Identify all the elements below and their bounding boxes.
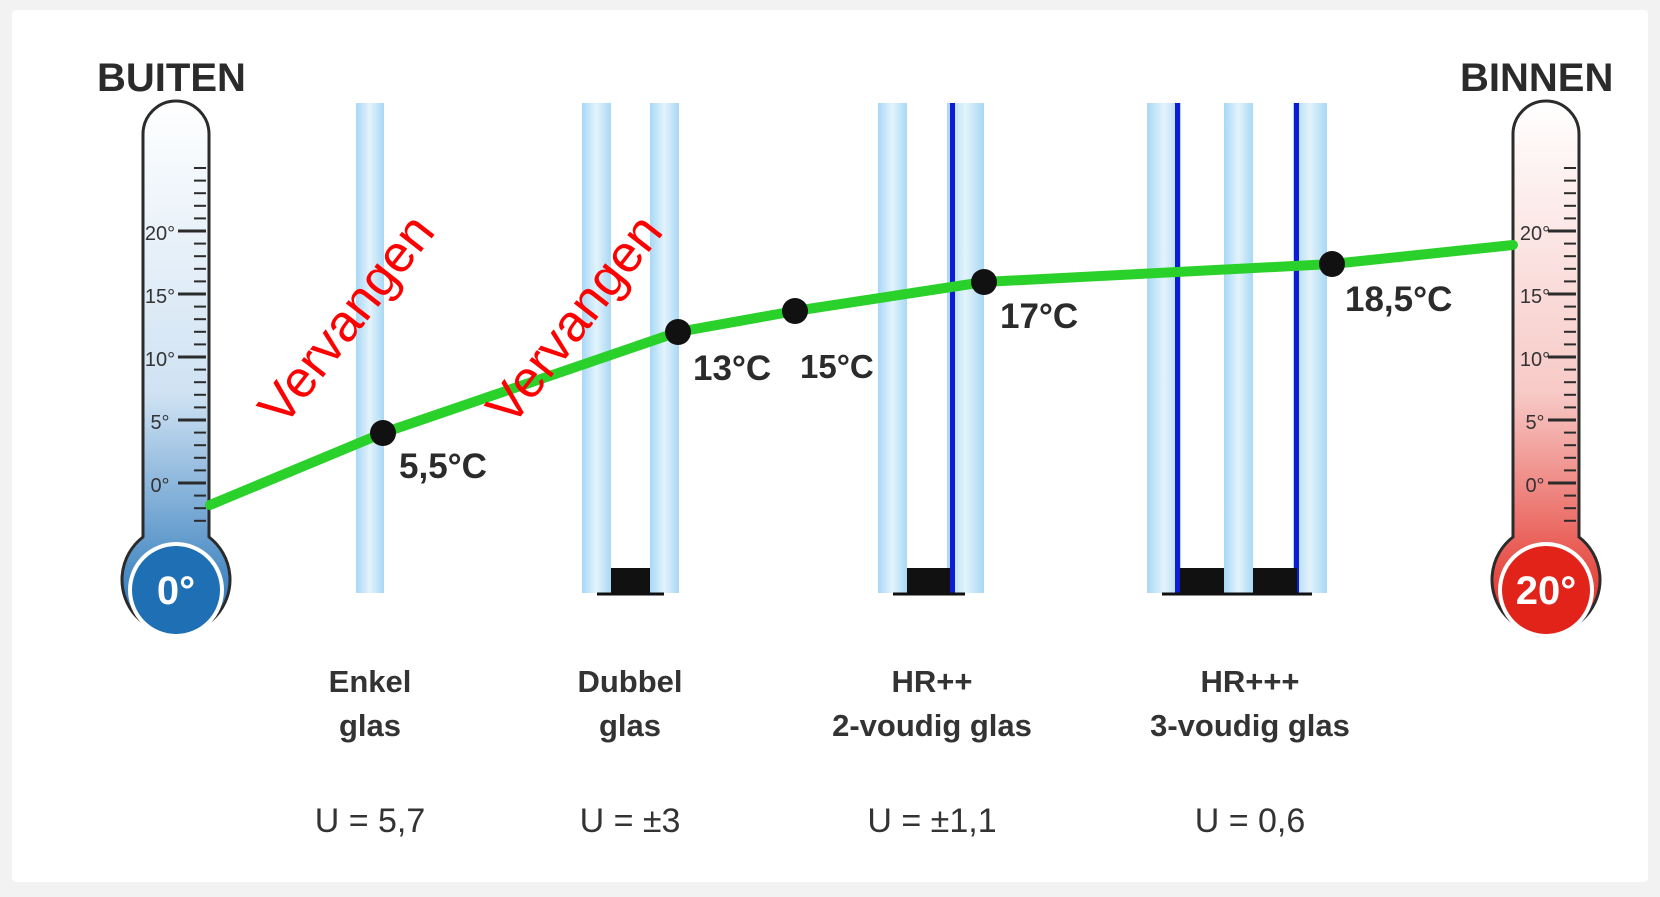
- tick-label: 5°: [150, 412, 169, 434]
- replace-annotation: Vervangen: [247, 204, 446, 436]
- thermometer-bulb: [1498, 542, 1594, 638]
- outside-thermometer: 0° 20° 15° 10° 5° 0°: [120, 99, 232, 638]
- tick-label: 20°: [1520, 223, 1550, 245]
- temp-label: 15°C: [800, 348, 874, 385]
- spacer: [611, 568, 650, 593]
- tick-label: 10°: [145, 349, 175, 371]
- glass-type-subname: glas: [598, 708, 662, 743]
- single-glass-pane: [356, 103, 384, 593]
- inside-reading: 20°: [1516, 569, 1577, 613]
- u-value: U = 5,7: [314, 802, 426, 840]
- glass-type-label: Dubbel glas: [490, 660, 770, 748]
- inside-thermometer: 20° 20° 15° 10° 5° 0°: [1490, 99, 1602, 638]
- glass-type-subname: glas: [338, 708, 402, 743]
- glass-type-name: HR++: [891, 664, 973, 699]
- temp-point-marker: [1319, 251, 1345, 277]
- glass-pane: [582, 103, 611, 593]
- tick-label: 15°: [145, 286, 175, 308]
- spacer: [1253, 568, 1297, 593]
- temp-label: 17°C: [1000, 297, 1078, 336]
- glass-type-name: HR+++: [1200, 664, 1300, 699]
- glass-type-name: Dubbel: [577, 664, 683, 699]
- tick-label: 20°: [145, 223, 175, 245]
- coating-line: [1175, 103, 1180, 593]
- thermometer-scale: [1548, 167, 1576, 522]
- glass-type-name: Enkel: [328, 664, 412, 699]
- glass-pane: [878, 103, 907, 593]
- outside-reading: 0°: [157, 569, 195, 613]
- temp-point-marker: [665, 319, 691, 345]
- glass-pane: [356, 103, 384, 593]
- glass-type-label: HR++ 2-voudig glas: [792, 660, 1072, 748]
- temp-label: 13°C: [693, 349, 771, 388]
- coating-line: [1294, 103, 1299, 593]
- spacer: [1180, 568, 1224, 593]
- glass-pane: [650, 103, 679, 593]
- thermometer-scale: [178, 167, 206, 522]
- double-glass-unit: [582, 103, 679, 596]
- diagram-panel: [12, 10, 1648, 882]
- temp-point-marker: [782, 298, 808, 324]
- hr-plus-plus-plus-unit: [1147, 103, 1327, 596]
- temp-point-marker: [370, 420, 396, 446]
- glass-type-label: HR+++ 3-voudig glas: [1110, 660, 1390, 748]
- tick-label: 0°: [1525, 475, 1544, 497]
- glass-type-label: Enkel glas: [230, 660, 510, 748]
- u-value: U = ±1,1: [867, 802, 997, 840]
- outside-header: BUITEN: [97, 56, 246, 100]
- temp-label: 5,5°C: [399, 447, 487, 486]
- spacer: [907, 568, 950, 593]
- inside-header: BINNEN: [1460, 56, 1614, 100]
- hr-plus-plus-unit: [878, 103, 984, 596]
- coating-line: [950, 103, 955, 593]
- thermometer-tube: [120, 99, 232, 636]
- temp-point-marker: [971, 269, 997, 295]
- glass-type-subname: 2-voudig glas: [832, 708, 1032, 743]
- temp-label: 18,5°C: [1345, 280, 1452, 319]
- tick-label: 5°: [1525, 412, 1544, 434]
- u-value: U = 0,6: [1194, 802, 1306, 840]
- thermometer-bulb: [128, 542, 224, 638]
- u-value: U = ±3: [579, 802, 681, 840]
- thermometer-tube: [1490, 99, 1602, 636]
- tick-label: 15°: [1520, 286, 1550, 308]
- tick-label: 10°: [1520, 349, 1550, 371]
- tick-label: 0°: [150, 475, 169, 497]
- glass-pane: [1224, 103, 1253, 593]
- glass-type-subname: 3-voudig glas: [1150, 708, 1350, 743]
- replace-annotation: Vervangen: [475, 204, 674, 436]
